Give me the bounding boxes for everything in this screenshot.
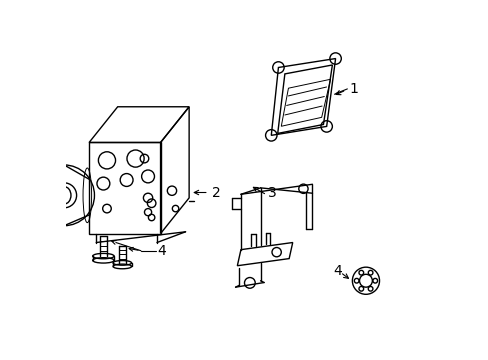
Text: 2: 2 [211, 185, 220, 199]
Text: 1: 1 [349, 82, 358, 96]
Text: 4: 4 [157, 244, 165, 258]
Text: 3: 3 [267, 185, 276, 199]
Text: 4: 4 [333, 264, 342, 278]
